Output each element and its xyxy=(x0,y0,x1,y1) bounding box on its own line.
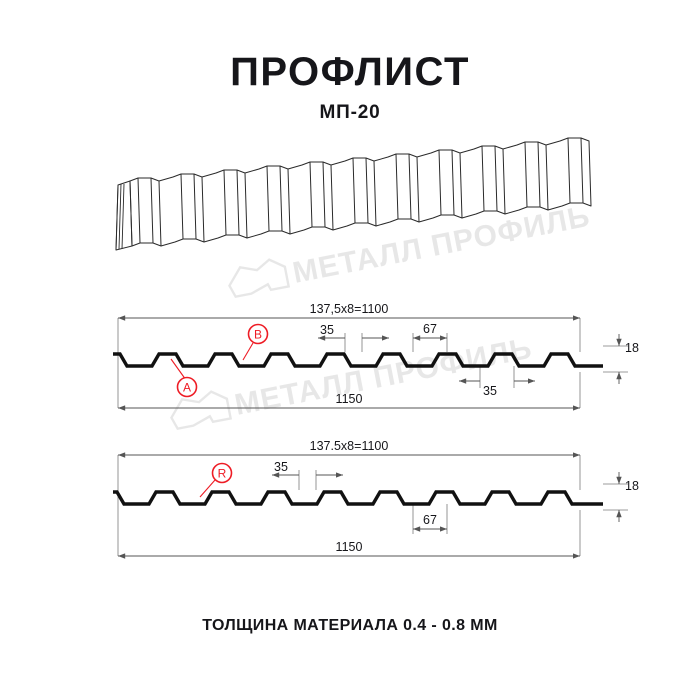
profile-top-valley-dim: 35 xyxy=(459,366,535,398)
profile-bottom-base-label: 67 xyxy=(423,513,437,527)
profile-top-rib-base-dim: 67 xyxy=(412,322,448,352)
callout-r-label: R xyxy=(218,467,227,481)
profile-bottom-rib-base-dim: 67 xyxy=(412,504,448,534)
profile-top-full-width-label: 1150 xyxy=(336,392,363,406)
page-title: ПРОФЛИСТ xyxy=(230,50,470,94)
profile-bottom-height-label: 18 xyxy=(625,479,639,493)
profile-bottom-drawing: 137.5x8=1100 1150 18 35 67 xyxy=(113,439,639,559)
profile-top-waveform xyxy=(113,352,603,368)
svg-text:МЕТАЛЛ ПРОФИЛЬ: МЕТАЛЛ ПРОФИЛЬ xyxy=(290,200,593,290)
material-thickness-note: ТОЛЩИНА МАТЕРИАЛА 0.4 - 0.8 ММ xyxy=(202,617,498,634)
callout-a-label: A xyxy=(183,381,191,395)
profile-top-height-label: 18 xyxy=(625,341,639,355)
profile-top-valley-label: 35 xyxy=(483,384,497,398)
callout-a: A xyxy=(170,358,198,398)
isometric-profile-sheet xyxy=(115,137,592,251)
profile-top-rib-crest-dim: 35 xyxy=(318,323,389,352)
profile-top-height-dim: 18 xyxy=(616,334,639,384)
callout-b-label: B xyxy=(254,328,262,342)
profile-bottom-overall-dim: 1150 xyxy=(118,540,580,559)
page-subtitle: МП-20 xyxy=(319,102,381,123)
profile-top-base-label: 67 xyxy=(423,322,437,336)
profile-top-useful-width-label: 137,5x8=1100 xyxy=(310,302,389,316)
callout-b: B xyxy=(242,323,269,361)
profile-top-crest-label: 35 xyxy=(320,323,334,337)
profile-bottom-full-width-label: 1150 xyxy=(336,540,363,554)
profile-top-overall-dim: 1150 xyxy=(118,392,580,411)
profile-top-drawing: 137,5x8=1100 1150 18 35 67 xyxy=(113,302,639,411)
callout-r: R xyxy=(199,462,233,498)
profile-bottom-waveform xyxy=(113,490,603,506)
profile-bottom-crest-label: 35 xyxy=(274,460,288,474)
profile-bottom-height-dim: 18 xyxy=(616,472,639,522)
profile-bottom-overall-useful-dim: 137.5x8=1100 xyxy=(118,439,580,458)
profile-top-overall-useful-dim: 137,5x8=1100 xyxy=(118,302,580,321)
profile-bottom-rib-crest-dim: 35 xyxy=(272,460,343,490)
profile-bottom-useful-width-label: 137.5x8=1100 xyxy=(310,439,389,453)
